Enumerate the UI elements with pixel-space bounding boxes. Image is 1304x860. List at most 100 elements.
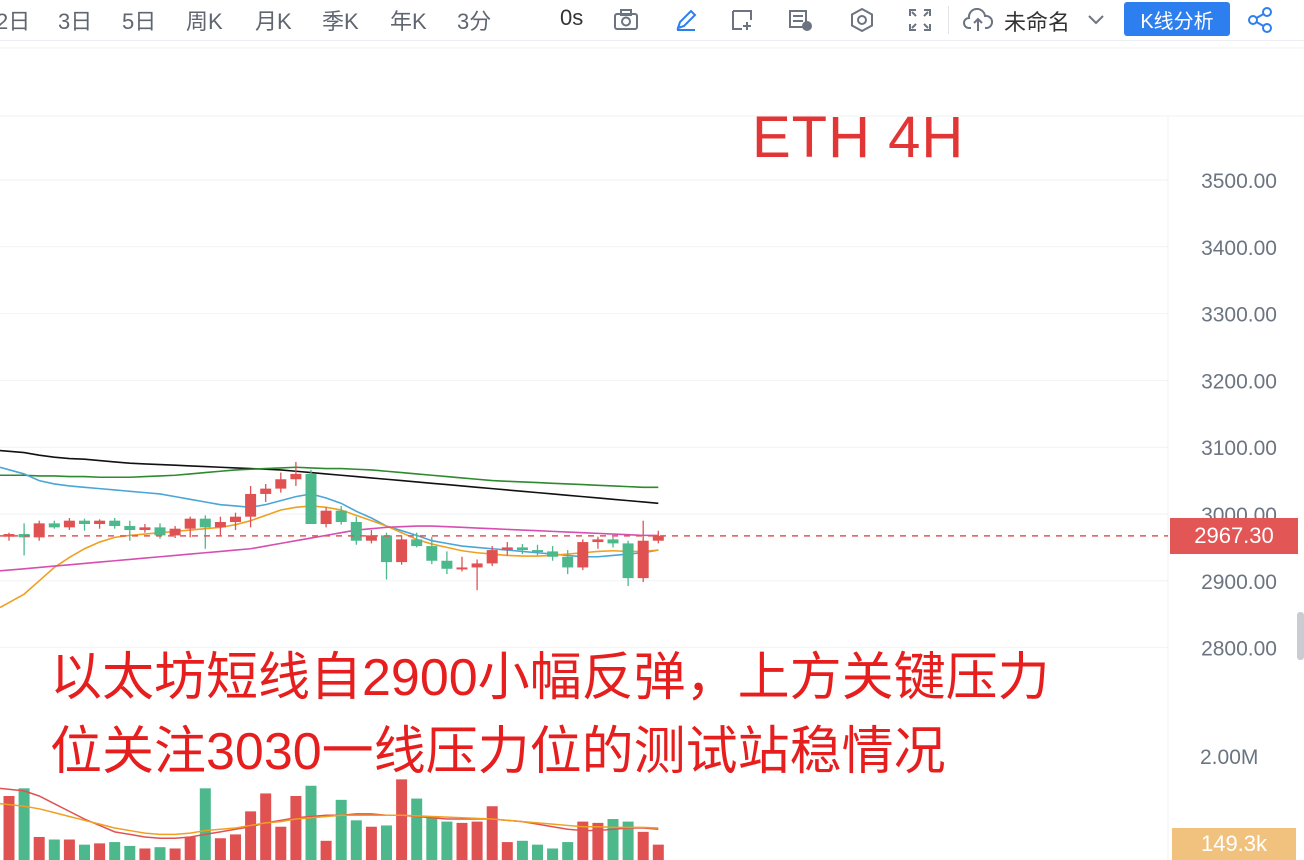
candle-body bbox=[350, 522, 362, 541]
candle-body bbox=[154, 527, 166, 536]
candle-body bbox=[199, 518, 211, 528]
layout-name[interactable]: 未命名 bbox=[1004, 10, 1071, 35]
settings-hex-icon[interactable] bbox=[846, 4, 878, 36]
candle-body bbox=[290, 473, 302, 480]
volume-bar bbox=[63, 839, 75, 860]
candle-body bbox=[456, 567, 468, 570]
candle-body bbox=[124, 526, 136, 531]
candle-body bbox=[652, 535, 664, 541]
camera-icon[interactable] bbox=[610, 4, 642, 36]
share-icon[interactable] bbox=[1244, 4, 1276, 36]
timeframe-month[interactable]: 月K bbox=[255, 9, 292, 34]
candle-body bbox=[486, 550, 498, 564]
pencil-icon[interactable] bbox=[670, 4, 702, 36]
candle-body bbox=[63, 520, 75, 528]
candle-body bbox=[381, 535, 392, 563]
plus-square-icon[interactable] bbox=[726, 4, 758, 36]
volume-bar bbox=[622, 821, 634, 860]
candle-body bbox=[607, 539, 619, 544]
candle-body bbox=[305, 473, 317, 525]
timeframe-3d[interactable]: 3日 bbox=[58, 9, 93, 34]
ma_magenta-line bbox=[0, 525, 659, 572]
timeframe-2d[interactable]: 2日 bbox=[0, 9, 31, 34]
timer-label: 0s bbox=[560, 5, 584, 30]
toolbar: 2日 3日 5日 周K 月K 季K 年K 3分 0s 未命名 K线分析 bbox=[0, 0, 1304, 41]
candle-body bbox=[592, 539, 604, 543]
volume-bar bbox=[411, 798, 423, 860]
volume-bar bbox=[562, 842, 574, 860]
volume-bar bbox=[350, 820, 362, 860]
volume-bar bbox=[169, 848, 181, 860]
volume-bar bbox=[577, 821, 589, 860]
volume-bar bbox=[396, 779, 408, 860]
candle-body bbox=[365, 535, 377, 541]
volume-bars bbox=[3, 779, 664, 860]
price-tick-label: 2800.00 bbox=[1201, 638, 1277, 661]
timeframe-5d[interactable]: 5日 bbox=[122, 9, 157, 34]
axis-scroll-handle[interactable] bbox=[1297, 612, 1304, 660]
price-tick-label: 3100.00 bbox=[1201, 437, 1277, 460]
volume-bar bbox=[214, 838, 226, 860]
fullscreen-icon[interactable] bbox=[904, 4, 936, 36]
volume-bar bbox=[139, 848, 151, 860]
volume-bar bbox=[426, 817, 438, 860]
candle-body bbox=[501, 547, 513, 551]
ma_green-line bbox=[0, 466, 659, 489]
timeframe-3min[interactable]: 3分 bbox=[457, 9, 492, 34]
timeframe-quarter[interactable]: 季K bbox=[322, 9, 359, 34]
volume-bar bbox=[109, 842, 121, 860]
volume-bar bbox=[335, 799, 347, 860]
price-tick-label: 3300.00 bbox=[1201, 304, 1277, 327]
volume-bar bbox=[184, 836, 196, 860]
volume-bar bbox=[320, 840, 332, 860]
volume-bar bbox=[245, 811, 257, 860]
volume-bar bbox=[260, 793, 272, 860]
volume-bar bbox=[124, 845, 136, 860]
candle-body bbox=[396, 539, 408, 563]
chart-annotation-line-1: 以太坊短线自2900小幅反弹，上方关键压力 bbox=[50, 649, 1050, 707]
candle-body bbox=[139, 527, 151, 531]
compare-icon[interactable] bbox=[784, 4, 816, 36]
volume-bar bbox=[547, 848, 559, 860]
volume-bar bbox=[637, 831, 649, 860]
cloud-upload-icon[interactable] bbox=[962, 4, 994, 36]
volume-bar bbox=[199, 788, 211, 860]
toolbar-divider bbox=[948, 6, 949, 34]
candlesticks bbox=[3, 461, 664, 591]
volume-bar bbox=[33, 836, 45, 860]
ma_black-line bbox=[0, 449, 659, 505]
candle-body bbox=[230, 516, 241, 523]
candle-body bbox=[562, 556, 574, 568]
vol_ma_red-line bbox=[0, 787, 659, 839]
grid-lines bbox=[0, 116, 1169, 860]
volume-bar bbox=[94, 843, 106, 860]
chart-annotation-line-2: 位关注3030一线压力位的测试站稳情况 bbox=[50, 723, 946, 781]
timeframe-year[interactable]: 年K bbox=[390, 9, 427, 34]
candle-body bbox=[320, 510, 332, 525]
candle-body bbox=[637, 540, 649, 579]
candle-body bbox=[3, 534, 15, 537]
volume-bar bbox=[501, 842, 513, 860]
candle-body bbox=[622, 543, 634, 579]
candle-body bbox=[471, 563, 483, 568]
candle-body bbox=[577, 542, 589, 568]
volume-bar bbox=[456, 822, 468, 860]
volume-bar bbox=[305, 785, 317, 860]
candle-body bbox=[94, 520, 106, 525]
k-analysis-button[interactable]: K线分析 bbox=[1124, 2, 1230, 36]
current-volume-tag: 149.3k bbox=[1172, 828, 1296, 860]
volume-bar bbox=[381, 825, 392, 860]
candle-body bbox=[275, 479, 287, 489]
price-tick-label: 3200.00 bbox=[1201, 370, 1277, 393]
vol_ma_orange-line bbox=[0, 802, 659, 836]
volume-bar bbox=[154, 847, 166, 860]
volume-bar bbox=[471, 821, 483, 860]
volume-bar bbox=[592, 822, 604, 860]
volume-bar bbox=[48, 839, 60, 860]
chevron-down-icon[interactable] bbox=[1080, 4, 1112, 36]
candle-body bbox=[547, 551, 559, 557]
volume-bar bbox=[79, 844, 90, 860]
timeframe-week[interactable]: 周K bbox=[186, 9, 223, 34]
candle-body bbox=[516, 547, 528, 551]
